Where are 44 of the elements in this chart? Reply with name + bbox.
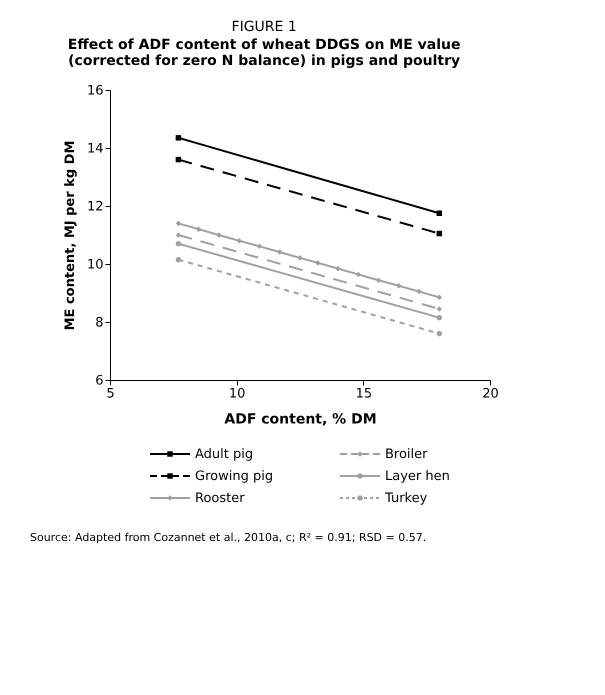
y-axis-title: ME content, MJ per kg DM — [62, 140, 78, 330]
point — [335, 266, 341, 272]
point — [176, 232, 182, 238]
y-tick-label: 10 — [86, 258, 104, 272]
y-tick-label: 14 — [86, 142, 104, 156]
point — [416, 288, 422, 294]
point — [436, 314, 442, 320]
point — [436, 306, 442, 312]
legend-label: Broiler — [385, 447, 428, 462]
point — [176, 135, 182, 141]
legend-label: Rooster — [195, 491, 246, 506]
point — [216, 232, 222, 238]
y-tick-label: 16 — [86, 84, 104, 98]
source-note: Source: Adapted from Cozannet et al., 2010a, c; R² = 0.91; RSD = 0.57. — [30, 531, 426, 544]
point — [436, 230, 442, 236]
legend-label: Adult pig — [195, 447, 254, 462]
chart-subtitle: Effect of ADF content of wheat DDGS on ME value (corrected for zero N balance) in pigs and poultry — [68, 37, 460, 69]
x-tick-label: 10 — [228, 386, 246, 402]
point — [436, 294, 442, 300]
point — [176, 220, 182, 226]
point — [176, 156, 182, 162]
point — [297, 255, 303, 261]
x-tick-label: 15 — [356, 386, 372, 402]
point — [436, 330, 442, 336]
point — [314, 260, 320, 266]
point — [356, 272, 362, 278]
point — [436, 210, 442, 216]
point — [376, 278, 382, 283]
x-tick-label: 5 — [106, 386, 115, 402]
point — [236, 238, 242, 244]
x-tick-label: 20 — [482, 386, 499, 402]
legend-label: Growing pig — [195, 469, 274, 484]
point — [196, 226, 202, 232]
point — [176, 240, 182, 246]
chart-title: FIGURE 1 — [232, 19, 297, 35]
point — [396, 283, 402, 288]
y-tick-label: 8 — [95, 316, 104, 330]
legend-label: Layer hen — [385, 469, 450, 484]
legend-label: Turkey — [384, 491, 428, 506]
x-axis-title: ADF content, % DM — [224, 412, 377, 428]
y-tick-label: 12 — [86, 200, 104, 214]
point — [256, 244, 262, 250]
y-tick-label: 6 — [95, 374, 104, 388]
point — [176, 256, 182, 262]
